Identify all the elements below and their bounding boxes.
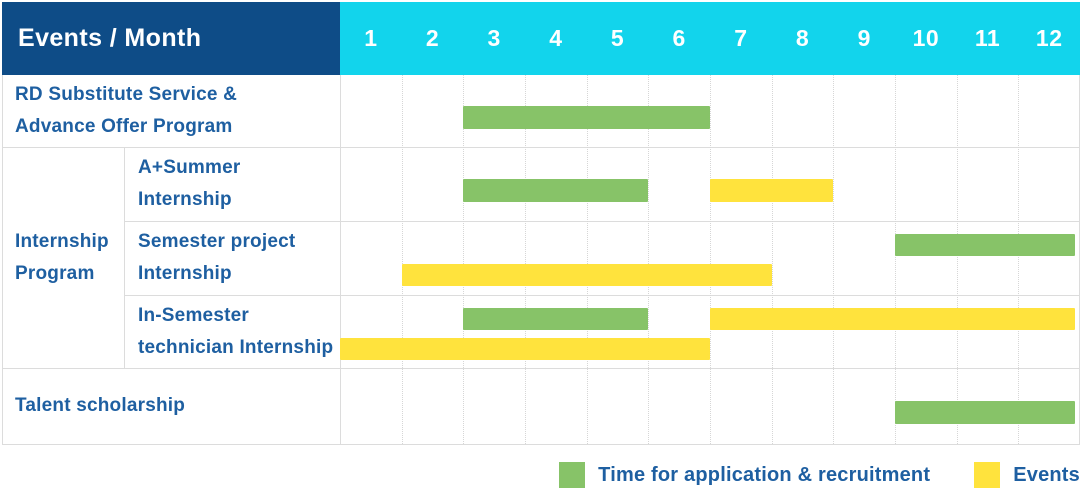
events-month-header-cell: Events / Month [2,2,340,75]
row-label-line: In-Semester [138,304,249,326]
row-label-line: RD Substitute Service & [15,84,238,105]
gantt-bar-application [895,401,1075,424]
gantt-bar-application [463,179,648,202]
group-label-line: Internship [15,230,109,252]
row-label-line: Talent scholarship [15,395,186,416]
row-label-line: Semester project [138,231,296,252]
gantt-bar-application [463,308,648,330]
group-label-line: Program [15,262,95,284]
label-chart-divider [340,75,341,444]
month-header-cell-4: 4 [549,25,563,51]
month-header-cell-12: 12 [1035,25,1063,51]
row-label-1: RD Substitute Service & Advance Offer Pro… [2,75,340,147]
row-separator [2,147,1080,148]
month-header-cell-9: 9 [857,25,871,51]
row-label-5: Talent scholarship [2,368,340,444]
gantt-bar-events [340,338,710,360]
row-label-line: Internship [138,189,232,210]
gantt-bar-application [895,234,1075,256]
gantt-bar-events [710,308,1075,330]
month-gridline [525,75,526,444]
legend-item-application: Time for application & recruitment [559,462,930,488]
row-label-4: In-Semester technician Internship [124,295,340,368]
month-gridline [710,75,711,444]
row-label-line: Internship [138,263,232,284]
legend-label-application: Time for application & recruitment [598,463,931,486]
row-separator [124,295,1080,296]
row-label-3: Semester project Internship [124,221,340,295]
legend: Time for application & recruitment Events [559,460,1080,490]
month-gridline [895,75,896,444]
row-separator [2,444,1080,445]
legend-item-events: Events [974,462,1080,488]
legend-label-events: Events [1013,463,1080,486]
table-left-border [2,75,3,444]
gantt-bar-events [402,264,772,286]
row-label-2: A+Summer Internship [124,147,340,221]
legend-swatch-events-icon [974,462,1001,488]
month-gridline [402,75,403,444]
month-header-cell-1: 1 [364,25,378,51]
month-header-cell-11: 11 [974,25,1001,51]
gantt-bar-events [710,179,833,202]
month-header-cell-2: 2 [425,25,440,51]
months-header-row: 1 2 3 4 5 6 7 8 9 10 11 12 [340,2,1080,75]
month-gridline [957,75,958,444]
gantt-bar-application [463,106,710,129]
row-separator [2,368,1080,369]
group-sublabel-divider [124,147,125,368]
month-header-cell-10: 10 [912,25,940,51]
month-gridline [587,75,588,444]
events-month-header-label: Events / Month [18,24,202,52]
month-gridline [463,75,464,444]
month-gridline [648,75,649,444]
month-header-cell-8: 8 [795,25,810,51]
month-gridline [833,75,834,444]
row-label-line: Advance Offer Program [15,116,233,137]
month-header-cell-7: 7 [734,25,748,51]
row-separator [124,221,1080,222]
row-label-line: A+Summer [138,157,241,178]
legend-swatch-application-icon [559,462,586,488]
month-gridline [1018,75,1019,444]
month-header-cell-6: 6 [672,25,686,51]
month-gridline [772,75,773,444]
group-label-internship-program: Internship Program [2,147,124,368]
month-header-cell-5: 5 [610,25,625,51]
row-label-line: technician Internship [138,336,334,358]
month-header-cell-3: 3 [487,25,501,51]
